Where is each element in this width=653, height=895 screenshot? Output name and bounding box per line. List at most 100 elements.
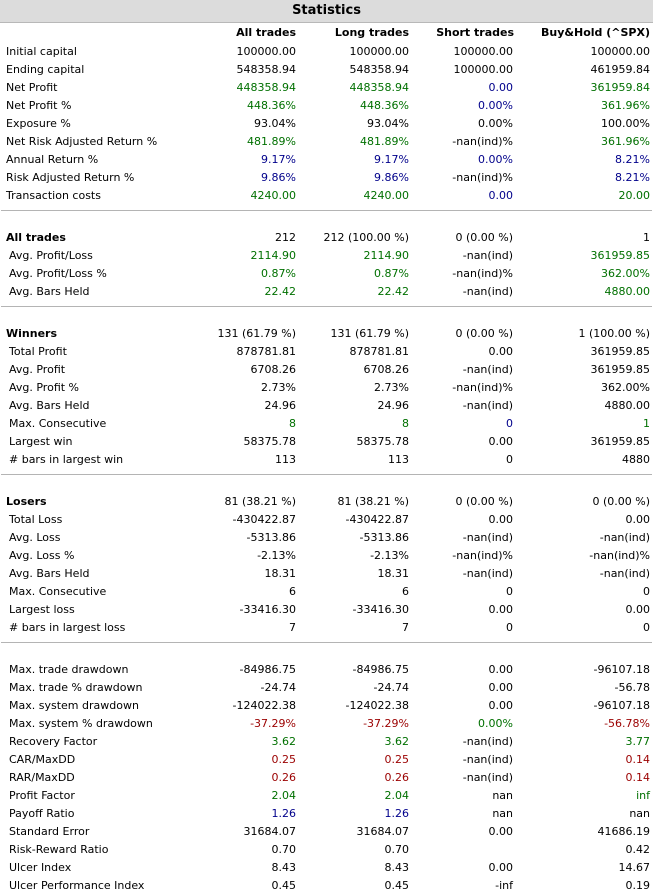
stat-value-long-trades: 0.25 [384, 753, 410, 766]
label-column-header [0, 23, 188, 43]
stat-label: Total Loss [9, 513, 63, 526]
stat-label: Avg. Bars Held [9, 285, 90, 298]
stat-value-long-trades: -37.29% [363, 717, 409, 730]
stat-value-buy-hold: 0.14 [625, 771, 651, 784]
stat-value-long-trades: -5313.86 [359, 531, 409, 544]
section-gap [0, 311, 653, 325]
stat-value-all-trades: 100000.00 [236, 45, 297, 58]
stat-value-long-trades: 18.31 [377, 567, 410, 580]
stat-value-long-trades: 9.17% [374, 153, 409, 166]
stat-label: RAR/MaxDD [9, 771, 75, 784]
stat-label: Max. system drawdown [9, 699, 139, 712]
section-divider [0, 301, 653, 311]
stat-label: Risk Adjusted Return % [6, 171, 135, 184]
stat-row-avg-loss: Avg. Loss -5313.86 -5313.86 -nan(ind) -nan(i… [0, 529, 653, 547]
stat-value-buy-hold: nan [629, 807, 650, 820]
stat-value-buy-hold: -nan(ind)% [589, 549, 650, 562]
stat-value-long-trades: 448358.94 [349, 81, 410, 94]
stat-value-long-trades: 0.45 [384, 879, 410, 892]
stat-value-all-trades: 448.36% [247, 99, 296, 112]
section-divider [0, 637, 653, 647]
stat-value-buy-hold: 0.14 [625, 753, 651, 766]
stat-label: Profit Factor [9, 789, 75, 802]
stat-label: Transaction costs [6, 189, 101, 202]
stat-label: Avg. Loss [9, 531, 61, 544]
stat-value-all-trades: 9.17% [261, 153, 296, 166]
stat-row-bars-in-largest-win: # bars in largest win 113 113 0 4880 [0, 451, 653, 469]
stat-value-short-trades: 0.00 [488, 435, 514, 448]
stat-value-short-trades: 0.00 [488, 681, 514, 694]
stat-value-buy-hold: -56.78 [614, 681, 650, 694]
stat-row-net-profit: Net Profit 448358.94 448358.94 0.00 361959.8… [0, 79, 653, 97]
stat-value-long-trades: 448.36% [360, 99, 409, 112]
stat-value-short-trades: 0 [506, 417, 513, 430]
stat-row-ending-capital: Ending capital 548358.94 548358.94 100000.0… [0, 61, 653, 79]
stat-label: Largest loss [9, 603, 75, 616]
stat-label: Risk-Reward Ratio [9, 843, 109, 856]
stat-value-long-trades: 31684.07 [356, 825, 410, 838]
stat-value-short-trades: -nan(ind)% [452, 171, 513, 184]
stat-value-all-trades: 0.70 [271, 843, 297, 856]
stat-label: CAR/MaxDD [9, 753, 76, 766]
stat-value-all-trades: -24.74 [260, 681, 296, 694]
stat-value-long-trades: 0.87% [374, 267, 409, 280]
stat-value-short-trades [412, 841, 516, 859]
stat-value-short-trades: -nan(ind)% [452, 549, 513, 562]
stat-value-long-trades: 6 [402, 585, 409, 598]
stat-row-risk-reward-ratio: Risk-Reward Ratio 0.70 0.70 0.42 [0, 841, 653, 859]
stat-value-buy-hold: 4880 [622, 453, 650, 466]
stat-value-all-trades: 31684.07 [243, 825, 297, 838]
stat-row-recovery-factor: Recovery Factor 3.62 3.62 -nan(ind) 3.77 [0, 733, 653, 751]
stat-value-buy-hold: 361959.85 [590, 345, 651, 358]
stat-label: Max. system % drawdown [9, 717, 153, 730]
stat-value-all-trades: 4240.00 [250, 189, 297, 202]
stat-value-long-trades: 8 [402, 417, 409, 430]
stat-row-annual-return: Annual Return % 9.17% 9.17% 0.00% 8.21% [0, 151, 653, 169]
stat-value-all-trades: 2.04 [271, 789, 297, 802]
stat-label: All trades [6, 231, 66, 244]
stat-value-short-trades: -nan(ind)% [452, 381, 513, 394]
stat-label: Exposure % [6, 117, 71, 130]
stat-row-avg-profit-loss: Avg. Profit/Loss 2114.90 2114.90 -nan(ind) 3… [0, 247, 653, 265]
stat-row-ulcer-index: Ulcer Index 8.43 8.43 0.00 14.67 [0, 859, 653, 877]
stat-value-all-trades: 131 (61.79 %) [217, 327, 296, 340]
stat-label: Avg. Bars Held [9, 399, 90, 412]
stat-value-buy-hold: 361.96% [601, 99, 650, 112]
stat-value-short-trades: -nan(ind) [462, 363, 513, 376]
stat-label: Avg. Profit % [9, 381, 80, 394]
stat-value-long-trades: 1.26 [384, 807, 410, 820]
stat-value-buy-hold: 1 [643, 417, 650, 430]
stat-value-all-trades: 2114.90 [250, 249, 297, 262]
stat-value-long-trades: 481.89% [360, 135, 409, 148]
stat-value-long-trades: 0.26 [384, 771, 410, 784]
section-gap [0, 215, 653, 229]
stat-value-long-trades: 4240.00 [363, 189, 410, 202]
stat-row-standard-error: Standard Error 31684.07 31684.07 0.00 41686.… [0, 823, 653, 841]
stat-value-all-trades: 0.26 [271, 771, 297, 784]
stat-value-long-trades: 878781.81 [349, 345, 410, 358]
stat-value-all-trades: 113 [275, 453, 296, 466]
stat-label: Max. Consecutive [9, 585, 107, 598]
stat-value-all-trades: 878781.81 [236, 345, 297, 358]
stat-value-all-trades: 9.86% [261, 171, 296, 184]
stat-value-short-trades: 0.00 [488, 345, 514, 358]
stat-value-all-trades: 6708.26 [250, 363, 297, 376]
stat-value-buy-hold: 461959.84 [590, 63, 651, 76]
column-header-all-trades: All trades [236, 26, 296, 39]
stat-row-ulcer-performance-index: Ulcer Performance Index 0.45 0.45 -inf 0.19 [0, 877, 653, 895]
stat-label: Max. Consecutive [9, 417, 107, 430]
stat-value-short-trades: 0.00 [488, 513, 514, 526]
stat-value-all-trades: 3.62 [271, 735, 297, 748]
stat-value-all-trades: 212 [275, 231, 296, 244]
stat-label: Initial capital [6, 45, 77, 58]
stat-value-buy-hold: 4880.00 [604, 399, 651, 412]
stat-value-short-trades: 0 [506, 453, 513, 466]
statistics-table: All trades Long trades Short trades Buy&… [0, 23, 653, 895]
stat-value-all-trades: -124022.38 [232, 699, 296, 712]
stat-row-avg-bars-held: Avg. Bars Held 24.96 24.96 -nan(ind) 4880.00 [0, 397, 653, 415]
stat-row-avg-profit-loss: Avg. Profit/Loss % 0.87% 0.87% -nan(ind)% 36… [0, 265, 653, 283]
stat-row-all-trades: All trades 212 212 (100.00 %) 0 (0.00 %) 1 [0, 229, 653, 247]
stat-value-short-trades: 0.00 [488, 189, 514, 202]
stat-label: Standard Error [9, 825, 90, 838]
stat-value-buy-hold: 0.00 [625, 513, 651, 526]
